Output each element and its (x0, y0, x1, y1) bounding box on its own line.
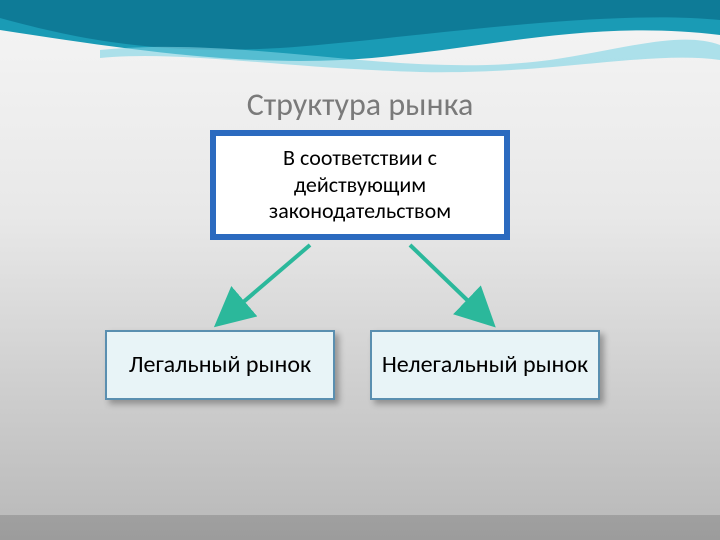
left-node-text: Легальный рынок (129, 352, 311, 378)
right-node: Нелегальный рынок (370, 330, 600, 400)
right-node-text: Нелегальный рынок (382, 352, 588, 378)
root-node-text: В соответствии с действующим законодател… (216, 145, 504, 224)
slide-title: Структура рынка (0, 85, 720, 124)
arrows-layer (0, 0, 720, 540)
left-node: Легальный рынок (105, 330, 335, 400)
bottom-shadow-bar (0, 515, 720, 540)
root-node: В соответствии с действующим законодател… (210, 130, 510, 240)
